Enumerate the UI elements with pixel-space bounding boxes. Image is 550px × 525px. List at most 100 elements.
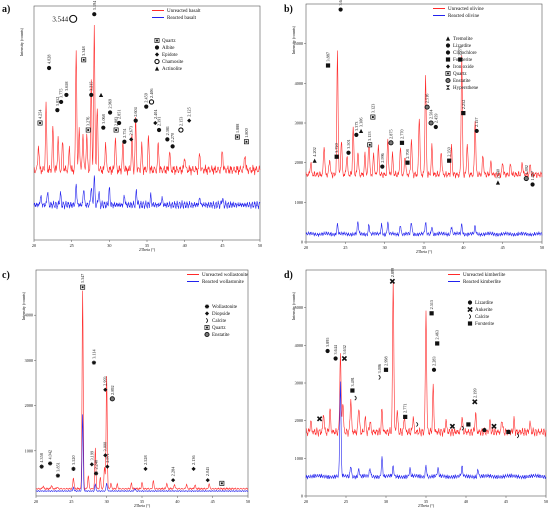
albite-marker-icon <box>117 120 122 126</box>
forsterite-marker-icon <box>405 160 410 165</box>
y-tick-label: 1000 <box>295 456 303 461</box>
phase-key-entry: Albite <box>162 46 175 51</box>
x-tick-label: 45 <box>211 499 215 504</box>
phase-key-entry: Quartz <box>453 72 467 77</box>
panel-label: d) <box>284 270 293 281</box>
peak-label: 2.350 <box>447 147 452 156</box>
lizardite-marker-icon <box>354 132 359 137</box>
triangle-marker-icon <box>98 92 104 98</box>
peak-label: 4.254 <box>38 109 43 119</box>
y-tick-label: 3000 <box>295 121 303 126</box>
legend: Unreacted kimberlite Reacted kimberlite <box>448 273 506 285</box>
y-tick-label: 2000 <box>295 160 303 165</box>
panel-label: c) <box>2 270 10 281</box>
peak-label: 3.646 <box>338 0 343 6</box>
quartz-marker-icon <box>234 134 240 140</box>
x-tick-label: 45 <box>220 243 224 248</box>
phase-key: Tremolite Lizardite Clinochlore Forsterite I… <box>445 36 479 91</box>
peak-label: 1.800 <box>244 128 249 137</box>
phase-key-entry: Hypersthene <box>453 86 479 91</box>
y-axis-label: Intensity (counts) <box>291 291 296 320</box>
chart-panel-3: d) Intensity (counts) 2Theta (°) 20 25 30 35 40… <box>284 268 548 508</box>
y-tick-label: 4000 <box>25 313 33 318</box>
ankerite-marker-icon <box>449 423 456 429</box>
legend: Unreacted olivine Reacted olivine <box>433 7 484 19</box>
phase-key-entry: Enstatite <box>212 333 230 338</box>
wollastonite-marker-icon <box>48 461 53 466</box>
phase-key-entry: Calcite <box>212 319 227 324</box>
peak-label: 3.000 <box>103 442 108 451</box>
wollastonite-marker-icon <box>71 466 76 471</box>
y-axis-label: Intensity (counts) <box>19 27 24 56</box>
lizardite-marker-icon <box>325 348 330 354</box>
x-tick-label: 35 <box>424 499 428 504</box>
x-tick-label: 50 <box>544 499 548 504</box>
phase-key-entry: Forsterite <box>453 58 473 63</box>
ring-marker-icon <box>154 58 160 65</box>
enstatite-marker-icon <box>428 120 434 126</box>
x-tick-label: 40 <box>464 499 468 504</box>
quartz-marker-icon <box>204 325 210 330</box>
peak-label: 2.708 <box>405 149 410 158</box>
peak-label: 2.248 <box>94 460 99 469</box>
albite-marker-icon <box>165 137 170 142</box>
peak-label: 2.283 <box>432 356 437 365</box>
calcite-marker-icon <box>468 314 472 319</box>
x-tick-label: 25 <box>69 499 73 504</box>
x-axis-label: 2Theta (°) <box>134 503 151 508</box>
x-tick-label: 50 <box>246 499 250 504</box>
wollastonite-marker-icon <box>93 471 99 476</box>
peak-label: 2.391 <box>157 117 162 126</box>
series-line-unreacted <box>35 290 249 491</box>
albite-marker-icon <box>133 118 138 123</box>
x-tick-label: 50 <box>258 243 262 248</box>
peak-label: 3.347 <box>80 274 85 283</box>
diamond-marker-icon <box>89 462 94 467</box>
albite-marker-icon <box>156 127 162 133</box>
peak-label: 2.252 <box>461 100 466 109</box>
ankerite-marker-icon <box>316 416 323 422</box>
lizardite-marker-icon <box>445 43 451 48</box>
series-line-unreacted <box>33 25 261 176</box>
peak-label: 3.851 <box>55 462 60 471</box>
series-line-unreacted <box>305 50 543 179</box>
peak-label: 2.996 <box>380 153 385 162</box>
forsterite-marker-icon <box>506 429 511 435</box>
peak-label: 2.504 <box>429 109 434 119</box>
forsterite-marker-icon <box>467 321 473 326</box>
x-tick-label: 20 <box>304 245 308 250</box>
peak-label: 2.971 <box>105 453 110 462</box>
lizardite-marker-icon <box>338 7 343 12</box>
peak-label: 3.887 <box>326 52 331 61</box>
forsterite-marker-icon <box>461 110 466 116</box>
ankerite-marker-icon <box>467 306 473 313</box>
peak-label: 2.528 <box>143 455 148 464</box>
x-tick-label: 45 <box>504 499 508 504</box>
forsterite-marker-icon <box>458 57 463 62</box>
wollastonite-marker-icon <box>204 304 210 309</box>
peak-label: 3.215 <box>89 81 94 90</box>
enstatite-marker-icon <box>523 175 529 182</box>
chart-panel-1: b) Intensity (counts) 2Theta (°) 20 25 30 35 40… <box>284 0 544 254</box>
ring-marker-icon <box>69 14 78 23</box>
phase-key-entry: Actinolite <box>162 67 183 72</box>
forsterite-marker-icon <box>399 140 405 145</box>
calcite-marker-icon <box>461 425 464 431</box>
albite-marker-icon <box>122 139 127 144</box>
forsterite-marker-icon <box>383 367 389 372</box>
forsterite-marker-icon <box>325 63 331 68</box>
enstatite-marker-icon <box>204 331 210 338</box>
diamond-marker-icon <box>105 464 110 469</box>
chart-panel-2: c) Intensity (counts) 2Theta (°) 20 25 30 35 40… <box>2 269 250 508</box>
legend-entry: Unreacted olivine <box>448 7 484 12</box>
legend: Unreacted basalt Reacted basalt <box>152 9 201 21</box>
peak-label: 1.888 <box>235 124 240 133</box>
plot-frame <box>305 269 547 497</box>
lizardite-marker-icon <box>482 427 487 433</box>
peak-label: 2.883 <box>114 117 119 126</box>
enstatite-marker-icon <box>109 396 115 402</box>
y-tick-label: 0 <box>301 494 303 499</box>
quartz-marker-icon <box>243 139 249 145</box>
quartz-marker-icon <box>154 38 160 43</box>
